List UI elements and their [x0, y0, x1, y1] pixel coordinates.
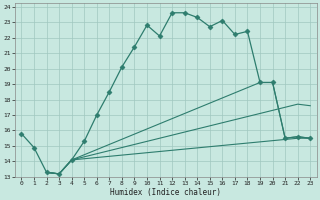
X-axis label: Humidex (Indice chaleur): Humidex (Indice chaleur): [110, 188, 221, 197]
